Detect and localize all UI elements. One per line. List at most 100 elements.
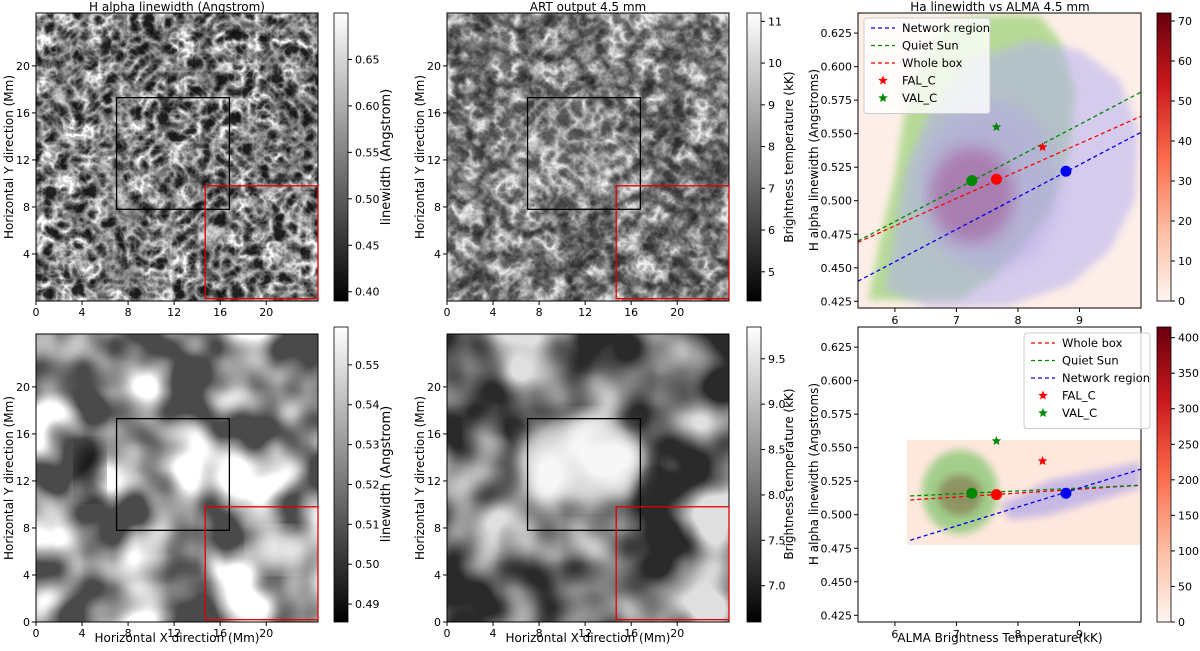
legend-label: Whole box (902, 56, 963, 70)
y-tick-label: 0.475 (821, 228, 853, 241)
x-tick-label: 9 (1076, 314, 1083, 327)
y-tick-label: 8 (23, 522, 30, 535)
colorbar (333, 326, 349, 623)
plot-frame (446, 333, 730, 623)
panel-scatter-top: Ha linewidth vs ALMA 4.5 mm H alpha line… (807, 0, 1192, 327)
y-tick-label: 4 (434, 248, 441, 261)
colorbar-tick-label: 10 (1178, 255, 1192, 268)
region-box-black (115, 417, 231, 531)
colorbar-tick-label: 8 (768, 141, 775, 154)
legend-label: Whole box (1062, 336, 1123, 350)
x-tick-label: 12 (167, 306, 181, 319)
x-tick-label: 12 (167, 627, 181, 640)
y-tick-label: 0.600 (821, 375, 853, 388)
fit-line (857, 131, 1142, 282)
legend-label: Network region (1062, 371, 1150, 385)
colorbar-tick-label: 20 (1178, 215, 1192, 228)
colorbar-tick-label: 9.5 (768, 353, 786, 366)
colorbar (333, 12, 349, 302)
colorbar-tick-label: 0.53 (355, 439, 380, 452)
x-tick-label: 4 (490, 627, 497, 640)
heatmap-image (447, 334, 729, 622)
region-box-black (526, 96, 642, 210)
y-axis-label: Horizontal Y direction (Mm) (2, 75, 16, 239)
colorbar-tick-label: 70 (1178, 15, 1192, 28)
colorbar (1156, 12, 1172, 302)
y-axis-label: Horizontal Y direction (Mm) (413, 75, 427, 239)
legend-star-swatch (878, 93, 888, 102)
y-tick-label: 8 (23, 201, 30, 214)
colorbar-label: linewidth (Angstrom) (379, 406, 394, 543)
x-tick-label: 20 (259, 306, 273, 319)
y-tick-label: 0.475 (821, 542, 853, 555)
y-tick-label: 12 (16, 154, 30, 167)
colorbar-tick-label: 0.49 (355, 598, 380, 611)
colorbar-label: linewidth (Angstrom) (379, 89, 394, 226)
model-star (1037, 142, 1048, 152)
colorbar-label: Brightness temperature (kK) (782, 71, 796, 242)
y-tick-label: 16 (16, 428, 30, 441)
y-tick-label: 12 (427, 154, 441, 167)
y-tick-label: 0.550 (821, 128, 853, 141)
colorbar-tick-label: 0.55 (355, 359, 380, 372)
y-tick-label: 0.450 (821, 576, 853, 589)
y-tick-label: 4 (23, 569, 30, 582)
colorbar-tick-label: 8.0 (768, 489, 786, 502)
y-tick-label: 0 (23, 616, 30, 629)
colorbar (1156, 326, 1172, 623)
colorbar-tick-label: 7.0 (768, 580, 786, 593)
colorbar-tick-label: 0.60 (355, 100, 380, 113)
colorbar-tick-label: 9 (768, 99, 775, 112)
colorbar-tick-label: 0 (1178, 616, 1185, 629)
region-box-red (204, 185, 319, 300)
y-axis-label: H alpha linewidth (Angstroms) (807, 383, 821, 565)
colorbar-tick-label: 7 (768, 182, 775, 195)
x-tick-label: 16 (624, 627, 638, 640)
mean-point (1060, 165, 1072, 177)
legend-label: VAL_C (1062, 406, 1097, 420)
mean-point (1060, 487, 1072, 499)
legend-label: FAL_C (902, 74, 936, 88)
x-tick-label: 8 (125, 627, 132, 640)
x-tick-label: 0 (33, 627, 40, 640)
y-tick-label: 20 (427, 381, 441, 394)
y-tick-label: 12 (16, 475, 30, 488)
legend-label: FAL_C (1062, 389, 1096, 403)
x-tick-label: 9 (1076, 628, 1083, 641)
x-tick-label: 8 (125, 306, 132, 319)
fit-line (910, 468, 1142, 541)
x-tick-label: 20 (670, 627, 684, 640)
y-tick-label: 12 (427, 475, 441, 488)
region-box-red (615, 506, 730, 621)
colorbar-tick-label: 0.55 (355, 146, 380, 159)
colorbar-tick-label: 300 (1178, 403, 1199, 416)
y-tick-label: 0.550 (821, 442, 853, 455)
y-tick-label: 16 (427, 107, 441, 120)
y-tick-label: 8 (434, 201, 441, 214)
x-tick-label: 8 (1014, 314, 1021, 327)
mean-point (966, 175, 978, 187)
x-tick-label: 16 (213, 306, 227, 319)
colorbar-tick-label: 0.40 (355, 286, 380, 299)
colorbar-tick-label: 0.50 (355, 558, 380, 571)
x-axis-label: ALMA Brightness Temperature(kK) (897, 631, 1102, 645)
colorbar-tick-label: 200 (1178, 474, 1199, 487)
colorbar-label: Brightness temperature (kK) (782, 388, 796, 559)
legend-box (1023, 332, 1151, 429)
legend-star-swatch (878, 75, 888, 85)
y-tick-label: 8 (434, 522, 441, 535)
colorbar (746, 12, 762, 302)
y-axis-label: H alpha linewidth (Angstroms) (807, 69, 821, 251)
colorbar-tick-label: 6 (768, 224, 775, 237)
legend-label: Quiet Sun (1062, 354, 1119, 368)
x-tick-label: 8 (1014, 628, 1021, 641)
x-tick-label: 0 (33, 306, 40, 319)
plot-frame (857, 326, 1142, 623)
legend-label: VAL_C (902, 91, 937, 105)
y-tick-label: 0.575 (821, 408, 853, 421)
panel-art-smoothed: Horizontal X direction (Mm) Horizontal Y… (413, 326, 796, 645)
y-tick-label: 16 (427, 428, 441, 441)
legend-star-swatch (1038, 408, 1048, 417)
y-tick-label: 0.625 (821, 27, 853, 40)
mean-point (966, 487, 978, 499)
